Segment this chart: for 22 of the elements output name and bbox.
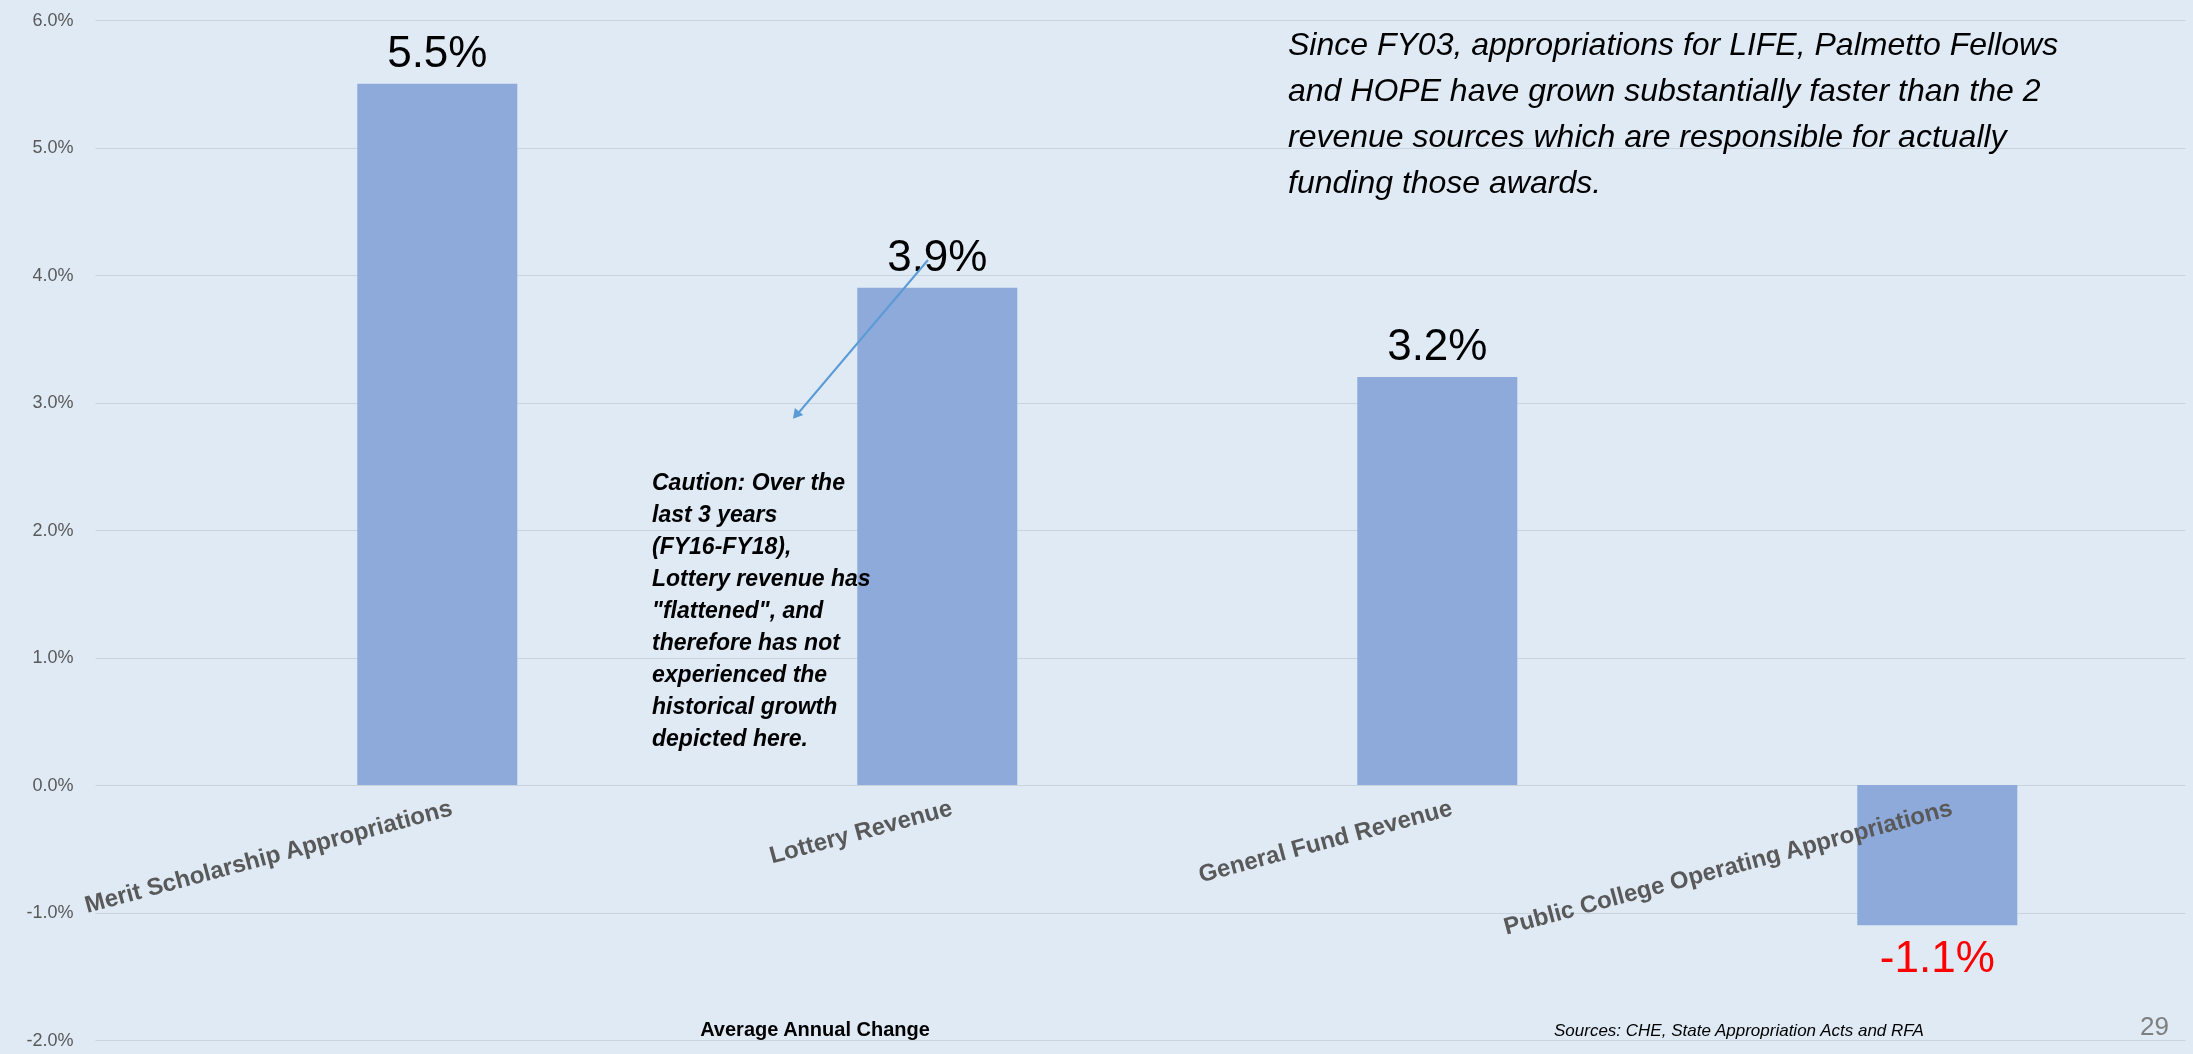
data-label: 3.2% <box>1387 320 1488 369</box>
annotation: Sources: CHE, State Appropriation Acts and RFA <box>1554 1021 1924 1040</box>
y-tick-label: 1.0% <box>32 647 74 667</box>
y-tick-label: 3.0% <box>32 392 74 412</box>
y-tick-label: -2.0% <box>26 1029 74 1050</box>
bar <box>357 83 518 785</box>
y-tick-label: -1.0% <box>26 902 74 922</box>
x-tick-label: Lottery Revenue <box>766 793 955 869</box>
data-label: 5.5% <box>387 26 488 76</box>
bar <box>1357 377 1518 785</box>
y-tick-label: 2.0% <box>32 519 74 540</box>
annotation: 29 <box>2140 1011 2169 1041</box>
x-tick-label: General Fund Revenue <box>1195 793 1455 888</box>
y-tick-label: 4.0% <box>32 264 74 285</box>
y-tick-label: 0.0% <box>32 774 74 795</box>
text: Caution: Over the last 3 years (FY16-FY18), Lottery revenue has "flattened", and therefore has not experienced the historical growth depicted here. <box>652 469 871 751</box>
y-tick-label: 6.0% <box>32 9 74 30</box>
data-label: 3.9% <box>887 230 988 280</box>
y-tick-label: 5.0% <box>32 137 74 157</box>
x-axis-title: Average Annual Change <box>700 1018 930 1040</box>
annotation: Since FY03, appropriations for LIFE, Palmetto Fellows and HOPE have grown substantially faster than the 2 revenue sources which are responsible for actually funding those awards. <box>1288 26 2059 200</box>
data-label: -1.1% <box>1879 932 1995 982</box>
